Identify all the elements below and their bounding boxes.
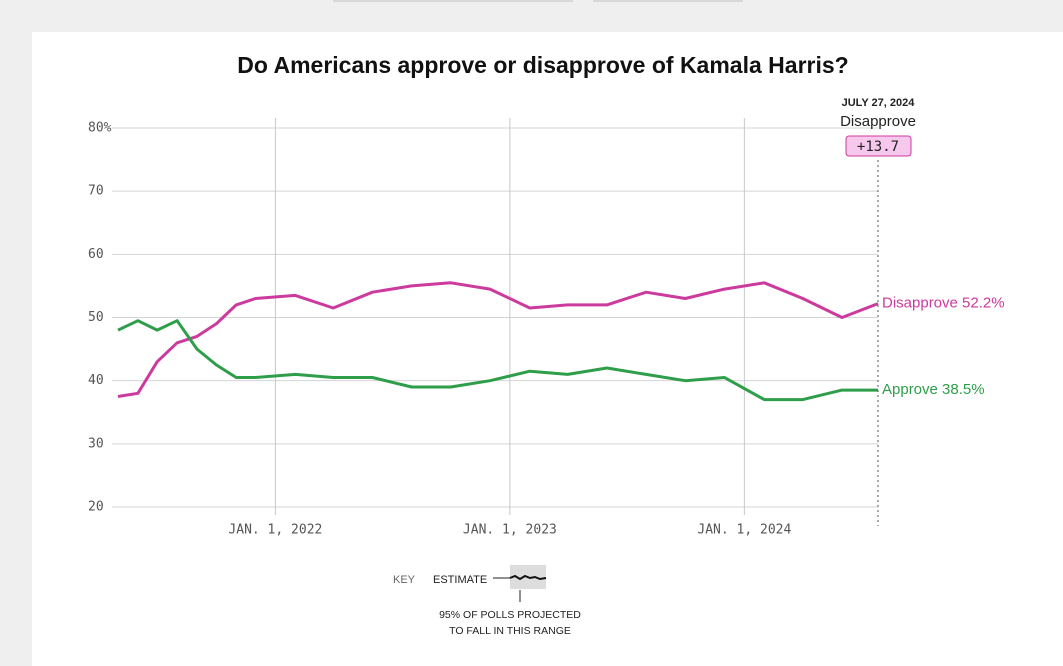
chart-title: Do Americans approve or disapprove of Ka… [237,52,848,78]
tab [593,0,743,2]
annotation-date: JULY 27, 2024 [842,97,916,109]
y-tick-label: 20 [88,500,104,515]
annotation-box [845,135,912,157]
key-range-text: TO FALL IN THIS RANGE [449,625,571,637]
key-range-text: 95% OF POLLS PROJECTED [439,609,581,621]
y-tick-label: 50 [88,310,104,325]
series-line [117,281,879,398]
key-estimate: ESTIMATE [433,574,487,586]
x-tick-label: JAN. 1, 2024 [697,523,791,538]
y-tick-label: 30 [88,436,104,451]
x-tick-label: JAN. 1, 2022 [228,523,322,538]
key-line [509,574,547,581]
y-tick-label: 60 [88,247,104,262]
y-tick-label: 40 [88,373,104,388]
key-title: KEY [393,574,416,586]
y-tick-label: 80% [88,121,112,136]
tab [333,0,573,2]
y-tick-label: 70 [88,184,104,199]
annotation-leader: Disapprove [840,113,916,130]
series-line [117,319,878,402]
marks: Disapprove 52.2% Approve 38.5% [117,281,1005,402]
series-end-label: Approve 38.5% [882,381,985,398]
series-end-label: Disapprove 52.2% [882,295,1005,312]
grid: 80% 70 60 50 40 30 20 JAN. 1, 2022 JAN. 1, 2023 J… [88,118,878,538]
annotation-margin: +13.7 [857,139,899,155]
x-tick-label: JAN. 1, 2023 [463,523,557,538]
